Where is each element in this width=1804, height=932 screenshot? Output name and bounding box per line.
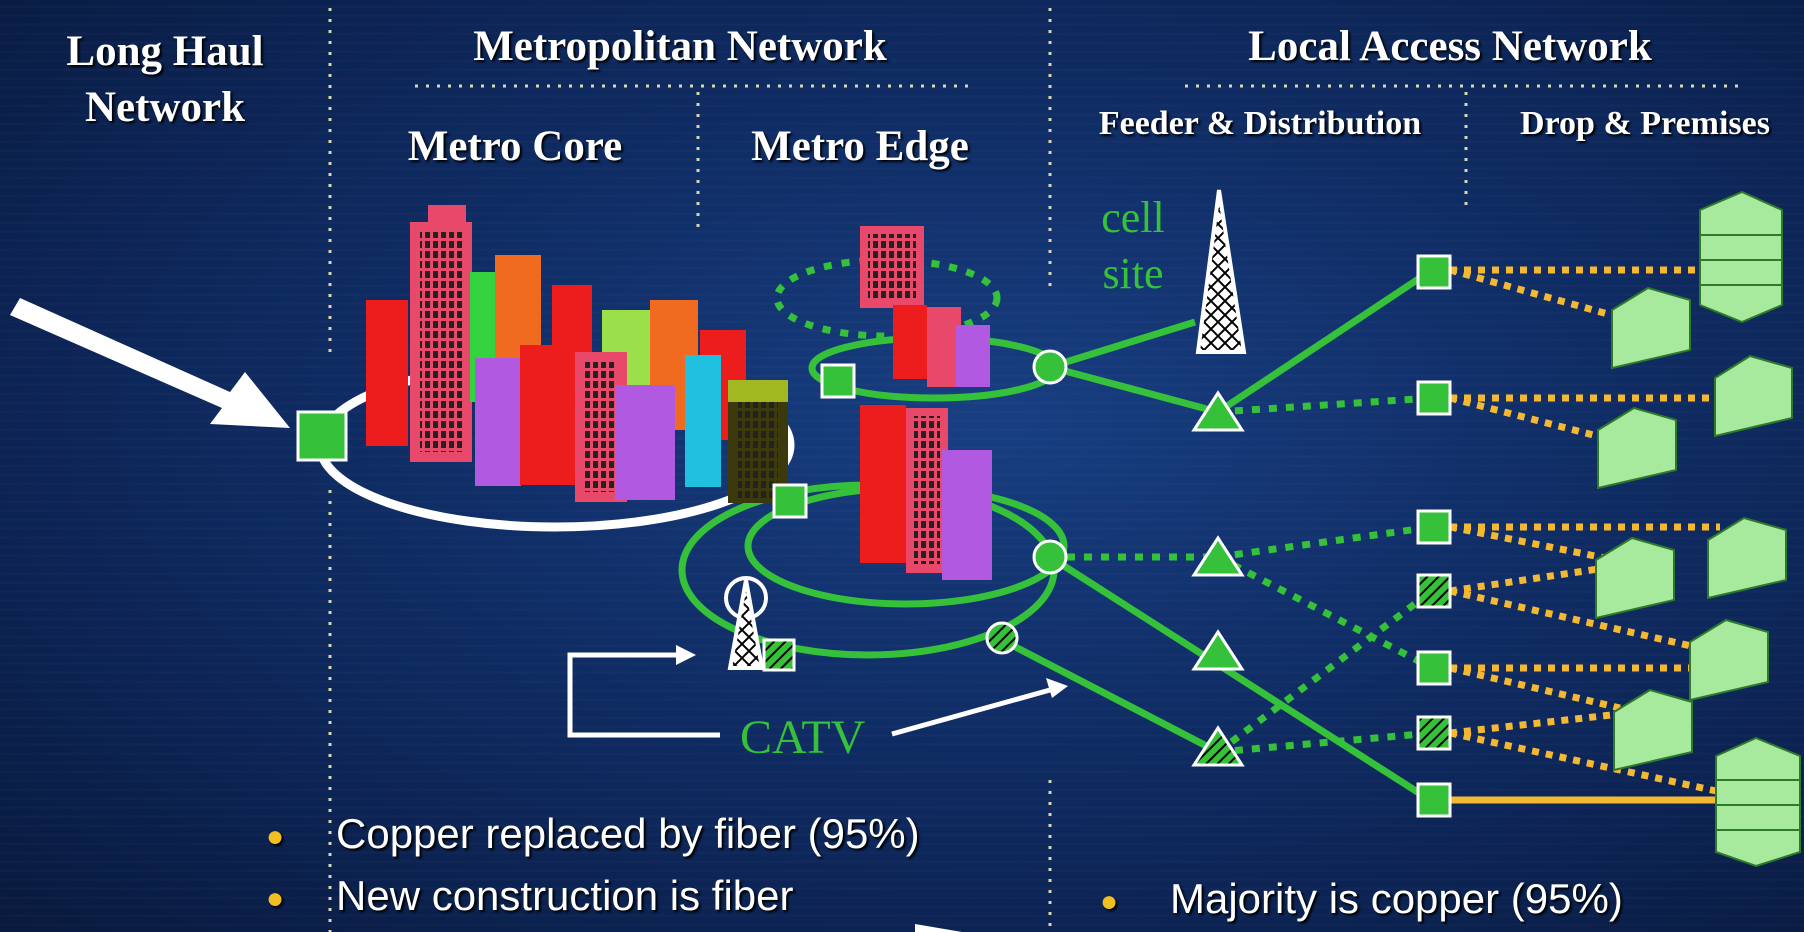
copper-drop-lines — [1449, 266, 1731, 798]
fiber-lines — [1000, 267, 1434, 803]
bullet-item-majority-copper: ● Majority is copper (95%) — [1100, 875, 1623, 923]
node-tri-4 — [1191, 725, 1245, 767]
catv-arrow-head-right — [1046, 678, 1068, 698]
header-drop-premises: Drop & Premises — [1520, 105, 1770, 142]
divider-lines — [328, 8, 1740, 932]
bullet-text: Majority is copper (95%) — [1170, 875, 1623, 922]
nodes-circle — [985, 349, 1068, 655]
bullet-item-copper-replaced: ● Copper replaced by fiber (95%) — [266, 810, 920, 858]
cell-site-label-line2: site — [1102, 249, 1164, 298]
house-icon — [1595, 536, 1675, 620]
catv-arrow-head-left — [676, 645, 696, 665]
node-metro-core-1 — [820, 363, 856, 399]
cell-site-label: cell site — [1088, 190, 1178, 302]
long-haul-arrow — [10, 298, 290, 428]
bullet-dot-icon: ● — [266, 819, 285, 853]
node-edge-1 — [1032, 349, 1068, 385]
node-catv-hub — [762, 638, 796, 672]
bullet-dot-icon: ● — [266, 881, 285, 915]
node-tri-3 — [1191, 629, 1245, 671]
bullet-item-new-construction: ● New construction is fiber — [266, 872, 794, 920]
node-feeder-1 — [1416, 254, 1452, 290]
node-tri-2 — [1191, 535, 1245, 577]
house-icon — [1597, 406, 1677, 490]
node-feeder-6 — [1416, 715, 1452, 751]
fiber-dotted-lines — [1050, 394, 1435, 756]
header-metro-core: Metro Core — [407, 123, 623, 170]
header-long-haul: Long Haul Network — [66, 28, 264, 131]
node-feeder-7 — [1416, 782, 1452, 818]
node-feeder-2 — [1416, 380, 1452, 416]
node-edge-2 — [1032, 539, 1068, 575]
catv-tower-icon — [724, 576, 768, 670]
header-metro-edge: Metro Edge — [751, 123, 969, 170]
house-icon — [1707, 516, 1787, 600]
catv-label: CATV — [740, 711, 866, 764]
bullet-text: Copper replaced by fiber (95%) — [336, 810, 920, 857]
bullet-text: New construction is fiber — [336, 872, 794, 919]
apartment-icon — [1715, 736, 1801, 868]
header-local-access-network: Local Access Network — [1248, 23, 1652, 70]
metro-edge-buildings — [860, 226, 992, 580]
apartment-icon — [1699, 190, 1783, 324]
node-tri-1 — [1191, 390, 1245, 432]
node-edge-catv — [985, 621, 1019, 655]
cell-site-label-line1: cell — [1101, 193, 1165, 242]
bottom-arrow-fragment — [915, 924, 962, 932]
nodes-square — [296, 254, 1452, 818]
house-icon — [1689, 618, 1769, 702]
house-icon — [1613, 688, 1693, 772]
house-icon — [1714, 354, 1793, 438]
cell-tower-icon — [1195, 189, 1247, 354]
node-longhaul — [296, 410, 348, 462]
nodes-triangle — [1191, 390, 1245, 767]
header-feeder-distribution: Feeder & Distribution — [1098, 105, 1422, 142]
node-feeder-3 — [1416, 509, 1452, 545]
metro-edge-ring-top-dotted — [773, 256, 1001, 340]
metro-core-buildings — [366, 205, 788, 503]
node-feeder-5 — [1416, 650, 1452, 686]
catv-arrows — [567, 652, 1051, 738]
header-metro-network: Metropolitan Network — [473, 23, 887, 70]
house-icon — [1611, 286, 1691, 370]
node-metro-core-2 — [772, 483, 808, 519]
bullet-dot-icon: ● — [1100, 884, 1119, 918]
node-feeder-4 — [1416, 573, 1452, 609]
house-icons — [1595, 286, 1793, 772]
